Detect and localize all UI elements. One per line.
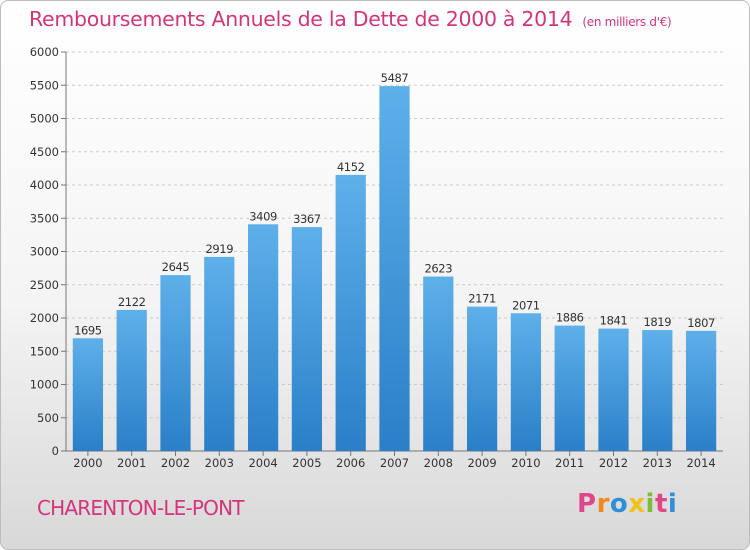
proxiti-logo[interactable]: Proxiti	[577, 489, 677, 519]
bar	[247, 224, 279, 451]
chart-title-text: Remboursements Annuels de la Dette de 20…	[29, 7, 573, 31]
bar	[423, 276, 454, 451]
logo-letter: t	[654, 489, 668, 519]
bar-value-label: 3367	[293, 212, 321, 226]
data-labels: 1695 2122 2645 2919 3409 3367 4152 5487 2623 2171…	[74, 71, 715, 337]
x-tick-label: 2002	[161, 456, 190, 470]
logo-letter: x	[628, 489, 646, 519]
x-tick-label: 2006	[336, 456, 365, 470]
bar-value-label: 2171	[468, 292, 496, 306]
y-tick-label: 2500	[30, 278, 59, 292]
logo-letter: r	[596, 489, 610, 519]
x-tick-label: 2007	[380, 456, 409, 470]
y-tick-label: 3500	[30, 211, 59, 225]
x-tick-label: 2003	[205, 456, 234, 470]
logo-letter: i	[667, 489, 678, 519]
x-tick-label: 2009	[467, 456, 496, 470]
y-tick-label: 5000	[30, 112, 59, 126]
logo-letter: o	[609, 489, 629, 519]
y-tick-label: 4500	[30, 145, 59, 159]
bar	[291, 227, 323, 451]
bar	[510, 313, 542, 451]
chart-title: Remboursements Annuels de la Dette de 20…	[29, 7, 672, 31]
y-tick-label: 5500	[30, 78, 59, 92]
axes: 0 500 1000 1500 2000 2500 3000 3500 4000 4500 5000…	[30, 45, 723, 470]
bar-value-label: 1841	[600, 314, 628, 328]
bar	[204, 256, 235, 451]
x-tick-label: 2000	[73, 456, 102, 470]
x-tick-label: 2012	[599, 456, 628, 470]
x-tick-label: 2005	[292, 456, 321, 470]
x-tick-label: 2004	[248, 456, 277, 470]
bar-value-label: 1819	[643, 315, 671, 329]
y-tick-label: 0	[52, 444, 59, 458]
y-tick-label: 2000	[30, 311, 59, 325]
y-tick-label: 500	[37, 411, 59, 425]
y-tick-label: 1500	[30, 344, 59, 358]
bar	[160, 275, 191, 451]
y-tick-label: 6000	[30, 45, 59, 59]
bar-value-label: 2122	[118, 295, 146, 309]
bar	[685, 330, 717, 451]
x-tick-label: 2001	[117, 456, 146, 470]
bar	[554, 325, 585, 451]
bar-value-label: 2623	[424, 262, 452, 276]
x-tick-label: 2010	[511, 456, 540, 470]
x-tick-label: 2014	[686, 456, 715, 470]
bar-value-label: 1886	[556, 311, 584, 325]
logo-letter: P	[577, 489, 597, 519]
bar	[642, 330, 673, 451]
commune-name: CHARENTON-LE-PONT	[37, 496, 245, 520]
bar-chart: 0 500 1000 1500 2000 2500 3000 3500 4000 4500 5000…	[30, 45, 723, 470]
bar-value-label: 4152	[337, 160, 365, 174]
bars	[72, 86, 717, 451]
y-tick-label: 4000	[30, 178, 59, 192]
y-tick-label: 1000	[30, 378, 59, 392]
x-tick-label: 2013	[643, 456, 672, 470]
y-tick-label: 3000	[30, 245, 59, 259]
bar-value-label: 3409	[249, 209, 277, 223]
bar	[466, 306, 498, 451]
bar-value-label: 5487	[381, 71, 409, 85]
bar-value-label: 1807	[687, 316, 715, 330]
x-tick-label: 2008	[424, 456, 453, 470]
bar	[335, 174, 366, 451]
unit-note: (en milliers d'€)	[582, 15, 672, 29]
bar	[379, 86, 410, 451]
logo-letter: i	[645, 489, 655, 519]
bar	[598, 328, 629, 451]
bar-value-label: 1695	[74, 323, 102, 337]
bar-value-label: 2919	[205, 242, 233, 256]
bar	[72, 338, 104, 451]
x-tick-label: 2011	[555, 456, 584, 470]
bar-value-label: 2645	[162, 260, 190, 274]
bar-value-label: 2071	[512, 298, 540, 312]
bar	[116, 309, 147, 451]
